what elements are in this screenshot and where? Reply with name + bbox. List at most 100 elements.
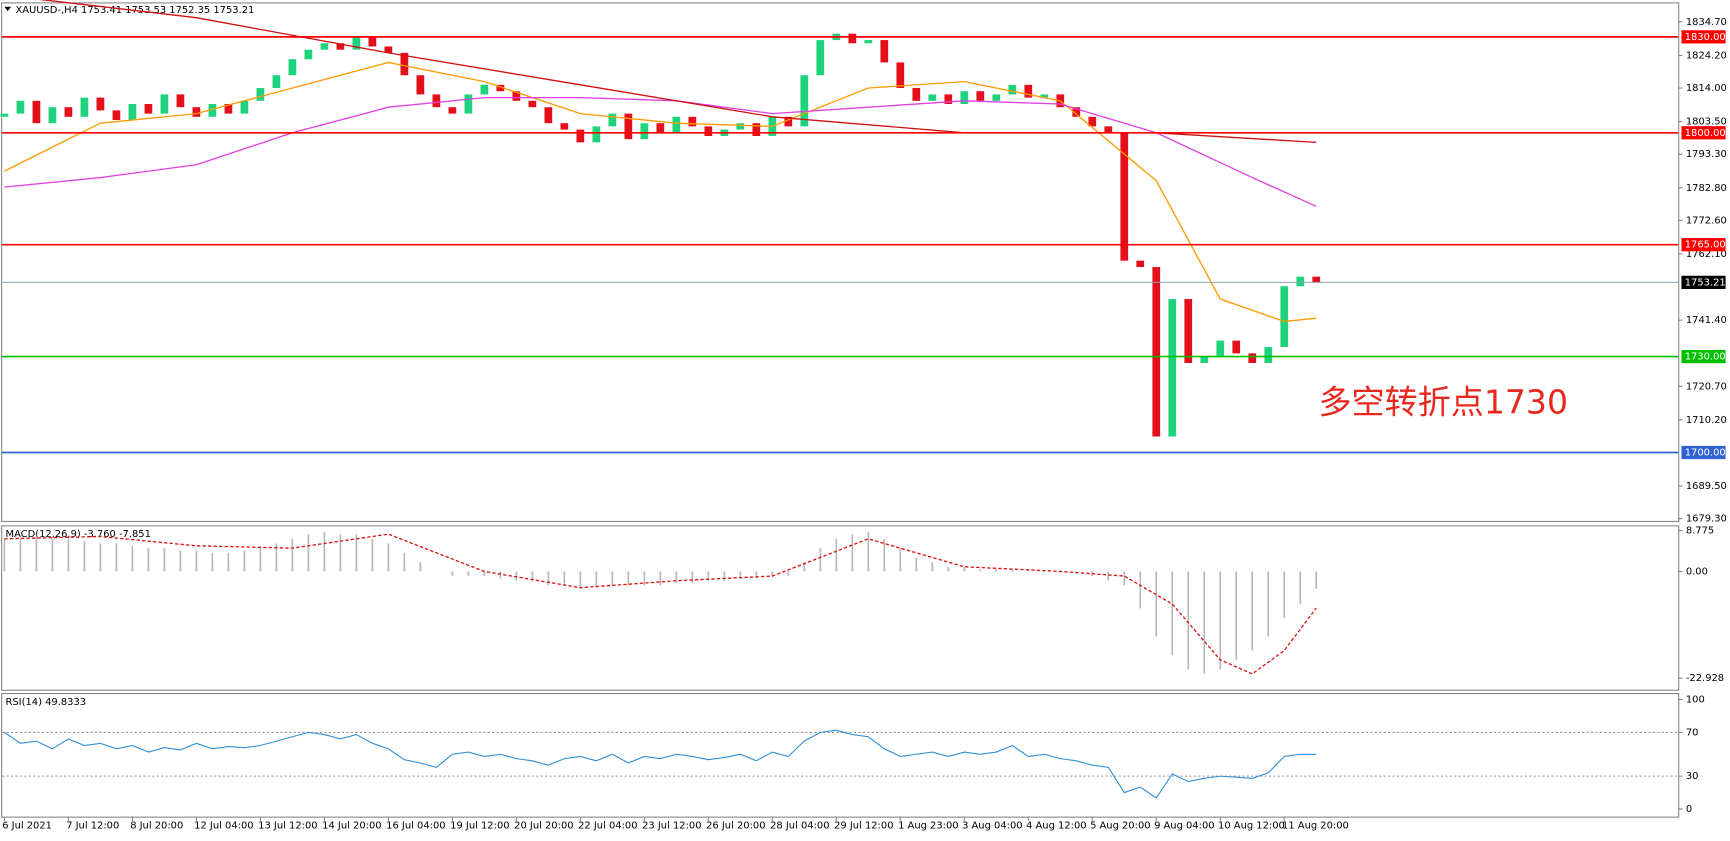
candle xyxy=(912,88,921,101)
candle xyxy=(240,100,249,114)
candle xyxy=(1184,299,1193,363)
y-tick-label: -22.928 xyxy=(1686,673,1724,684)
y-tick-label: 0.00 xyxy=(1686,566,1708,577)
macd-signal xyxy=(4,533,1317,675)
candle xyxy=(448,107,457,114)
candle xyxy=(1088,116,1097,127)
x-tick-label: 16 Jul 04:00 xyxy=(386,820,445,831)
x-tick-label: 26 Jul 20:00 xyxy=(706,820,765,831)
y-tick-label: 8.775 xyxy=(1686,526,1714,537)
candle xyxy=(1104,126,1113,133)
x-tick-label: 9 Aug 04:00 xyxy=(1154,820,1215,831)
candle xyxy=(208,104,217,117)
candle xyxy=(352,36,361,50)
candle xyxy=(384,46,393,53)
y-tick-label: 1720.70 xyxy=(1686,381,1727,392)
candle xyxy=(672,116,681,133)
y-tick-label: 1824.20 xyxy=(1686,50,1727,61)
candle xyxy=(1136,260,1145,268)
candle xyxy=(192,107,201,117)
candle xyxy=(1024,84,1033,98)
candle xyxy=(80,97,89,117)
candle xyxy=(544,107,553,124)
candle xyxy=(128,104,137,120)
candle xyxy=(560,123,569,130)
x-tick-label: 23 Jul 12:00 xyxy=(642,820,701,831)
level-label-bg xyxy=(1681,30,1726,44)
candle xyxy=(592,126,601,143)
candle xyxy=(1216,340,1225,357)
y-tick-label: 1762.10 xyxy=(1686,249,1727,260)
x-tick-label: 4 Aug 12:00 xyxy=(1026,820,1087,831)
candle xyxy=(864,40,873,44)
y-tick-label: 1710.20 xyxy=(1686,415,1727,426)
candle xyxy=(400,52,409,76)
candle xyxy=(576,129,585,143)
x-tick-label: 10 Aug 12:00 xyxy=(1218,820,1285,831)
candle xyxy=(752,123,761,136)
x-tick-label: 8 Jul 20:00 xyxy=(130,820,183,831)
y-tick-label: 1782.80 xyxy=(1686,183,1727,194)
candle xyxy=(112,110,121,120)
candle xyxy=(256,88,265,101)
y-tick-label: 1803.50 xyxy=(1686,117,1727,128)
candle xyxy=(368,36,377,47)
x-tick-label: 13 Jul 12:00 xyxy=(258,820,317,831)
candle xyxy=(848,33,857,44)
candle xyxy=(1200,356,1209,363)
level-label-bg xyxy=(1681,349,1726,364)
y-tick-label: 0 xyxy=(1686,804,1692,815)
candle xyxy=(928,94,937,101)
macd-title: MACD(12,26,9) -3.760 -7.851 xyxy=(6,529,151,540)
candle xyxy=(304,49,313,60)
x-tick-label: 29 Jul 12:00 xyxy=(834,820,893,831)
candle xyxy=(512,91,521,101)
x-tick-label: 14 Jul 20:00 xyxy=(322,820,381,831)
candle xyxy=(416,75,425,95)
candle xyxy=(272,75,281,89)
price-panel xyxy=(1,2,1680,523)
candle xyxy=(160,94,169,114)
x-tick-label: 7 Jul 12:00 xyxy=(66,820,119,831)
level-label-bg xyxy=(1681,445,1726,460)
rsi-title: RSI(14) 49.8333 xyxy=(6,697,87,708)
candle xyxy=(800,75,809,127)
candle xyxy=(608,113,617,127)
level-label-bg xyxy=(1681,126,1726,140)
x-tick-label: 3 Aug 04:00 xyxy=(962,820,1023,831)
candle xyxy=(1008,84,1017,95)
candle xyxy=(976,91,985,101)
x-tick-label: 20 Jul 20:00 xyxy=(514,820,573,831)
candle xyxy=(528,100,537,108)
candle xyxy=(32,100,41,124)
candle xyxy=(992,94,1001,101)
candle xyxy=(1040,94,1049,98)
moving-average xyxy=(4,61,1317,323)
candle xyxy=(816,40,825,76)
level-label: 1753.21 xyxy=(1685,277,1726,288)
candle xyxy=(0,113,9,117)
x-tick-label: 1 Aug 23:00 xyxy=(898,820,959,831)
candle xyxy=(736,123,745,130)
candle xyxy=(784,116,793,127)
candle xyxy=(320,43,329,50)
x-tick-label: 12 Jul 04:00 xyxy=(194,820,253,831)
x-tick-label: 5 Aug 20:00 xyxy=(1090,820,1151,831)
candle xyxy=(1280,286,1289,347)
level-label: 1800.00 xyxy=(1685,128,1726,139)
candle xyxy=(16,100,25,114)
candle xyxy=(880,40,889,63)
candle xyxy=(1248,353,1257,363)
candle xyxy=(224,104,233,114)
candle xyxy=(464,94,473,114)
y-tick-label: 1814.00 xyxy=(1686,83,1727,94)
rsi-line xyxy=(4,729,1317,799)
candle xyxy=(48,107,57,124)
candle xyxy=(144,104,153,114)
candle xyxy=(1296,276,1305,287)
level-label-bg xyxy=(1681,275,1726,289)
annotation: 多空转折点1730 xyxy=(1318,382,1568,421)
candle xyxy=(896,62,905,89)
x-tick-label: 28 Jul 04:00 xyxy=(770,820,829,831)
y-tick-label: 1689.50 xyxy=(1686,481,1727,492)
